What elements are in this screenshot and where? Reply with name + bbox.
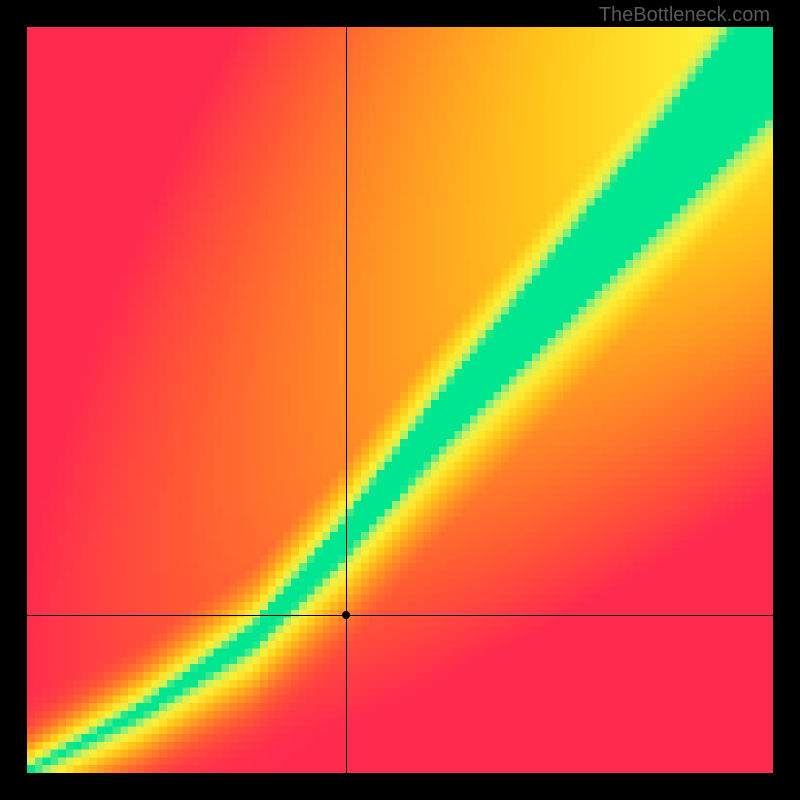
crosshair-horizontal <box>27 615 773 616</box>
data-point-marker <box>342 611 350 619</box>
chart-container: TheBottleneck.com <box>0 0 800 800</box>
heatmap-canvas <box>27 27 773 773</box>
watermark-text: TheBottleneck.com <box>599 4 770 27</box>
crosshair-vertical <box>346 27 347 773</box>
heatmap-chart <box>27 27 773 773</box>
